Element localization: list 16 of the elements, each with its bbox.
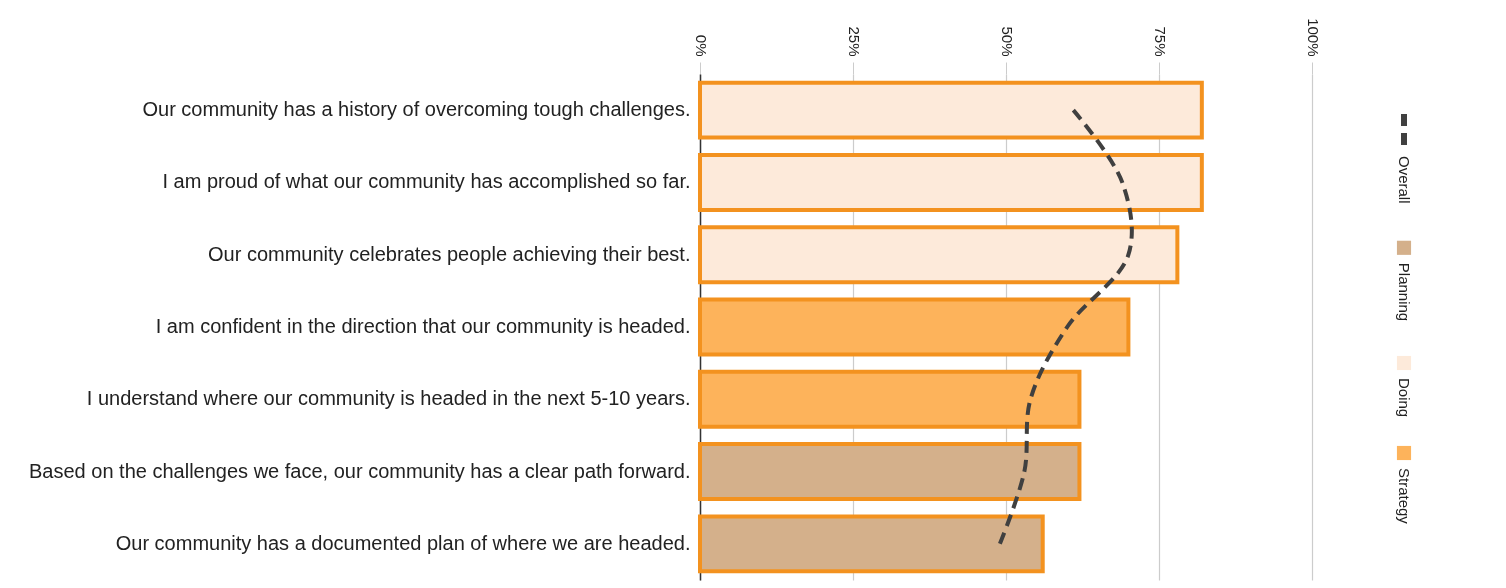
legend-label: Strategy <box>1396 468 1413 525</box>
x-tick-label: 75% <box>1151 26 1169 57</box>
legend-label: Doing <box>1396 378 1413 418</box>
legend-label: Overall <box>1396 156 1413 204</box>
y-tick-label: Our community celebrates people achieving their best. <box>208 242 691 265</box>
x-tick-label: 100% <box>1304 18 1322 57</box>
x-tick-label: 25% <box>845 26 863 57</box>
y-tick-label: Based on the challenges we face, our community has a clear path forward. <box>29 459 691 482</box>
y-tick-label: I understand where our community is headed in the next 5-10 years. <box>86 387 691 410</box>
y-tick-label: Our community has a history of overcoming tough challenges. <box>142 98 691 121</box>
legend-label: Planning <box>1396 262 1413 322</box>
y-tick-label: I am proud of what our community has accomplished so far. <box>162 170 691 193</box>
y-tick-label: Our community has a documented plan of where we are headed. <box>115 531 691 554</box>
y-tick-label: I am confident in the direction that our community is headed. <box>155 315 691 337</box>
x-tick-label: 50% <box>998 26 1016 57</box>
x-tick-label: 0% <box>692 34 710 57</box>
